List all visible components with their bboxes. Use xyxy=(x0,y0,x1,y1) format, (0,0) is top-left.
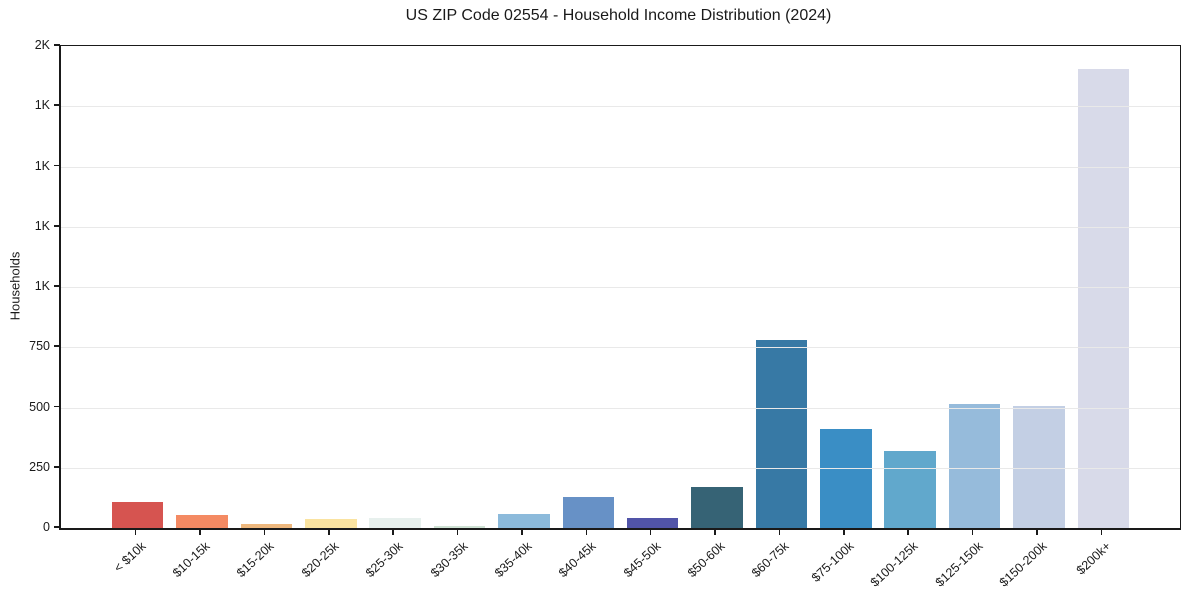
bar--15-20k xyxy=(240,524,293,528)
y-tick-mark xyxy=(54,465,60,468)
x-tick-mark xyxy=(585,529,588,535)
x-tick-mark xyxy=(971,529,974,535)
x-tick-mark xyxy=(199,529,201,535)
y-tick-label: 1K xyxy=(34,98,50,113)
x-tick-mark xyxy=(778,529,781,535)
y-tick-mark xyxy=(54,285,60,287)
x-tick-mark xyxy=(843,529,845,535)
bar--25-30k xyxy=(369,518,421,528)
y-tick-mark xyxy=(54,44,60,46)
gridline-y-250 xyxy=(61,467,1180,469)
bar--10k xyxy=(111,501,164,528)
x-tick-mark xyxy=(263,529,266,535)
x-tick-mark xyxy=(521,529,523,535)
gridline-y-1750 xyxy=(61,106,1180,108)
x-tick-label: < $10k xyxy=(110,539,149,576)
y-tick-mark xyxy=(54,526,60,528)
bar--45-50k xyxy=(626,518,679,528)
y-tick-mark xyxy=(54,224,60,227)
x-tick-mark xyxy=(1100,529,1103,535)
x-tick-mark xyxy=(327,529,330,535)
bar--150-200k xyxy=(1013,406,1065,528)
chart-title: US ZIP Code 02554 - Household Income Dis… xyxy=(405,7,832,24)
bar--10-15k xyxy=(176,515,228,528)
y-tick-label: 500 xyxy=(29,399,50,414)
x-tick-mark xyxy=(134,529,137,535)
x-tick-mark xyxy=(907,529,910,535)
bar--75-100k xyxy=(820,429,872,528)
y-tick-mark xyxy=(54,164,60,167)
bar--20-25k xyxy=(305,518,357,528)
y-tick-label: 750 xyxy=(29,339,50,354)
x-tick-mark xyxy=(649,529,652,535)
gridline-y-1000 xyxy=(61,287,1180,288)
bar--35-40k xyxy=(498,513,550,528)
bar--100-125k xyxy=(884,450,936,528)
y-tick-label: 250 xyxy=(29,459,50,474)
bar--30-35k xyxy=(433,526,486,528)
gridline-y-1250 xyxy=(61,226,1180,228)
gridline-y-500 xyxy=(61,407,1180,409)
x-tick-mark xyxy=(392,529,394,535)
gridline-y-1500 xyxy=(61,166,1180,168)
x-tick-mark xyxy=(714,529,716,535)
gridline-y-750 xyxy=(61,347,1180,349)
bar--125-150k xyxy=(948,403,1001,528)
y-tick-label: 1K xyxy=(34,218,50,233)
y-tick-mark xyxy=(54,104,60,107)
y-tick-label: 2K xyxy=(34,38,50,52)
bar--200k- xyxy=(1077,68,1130,528)
x-tick-mark xyxy=(1036,529,1038,535)
plot-area xyxy=(59,45,1181,530)
bar--40-45k xyxy=(562,497,615,528)
x-tick-mark xyxy=(456,529,459,535)
y-tick-label: 1K xyxy=(34,158,50,173)
y-tick-label: 1K xyxy=(34,279,50,293)
y-tick-mark xyxy=(54,345,60,348)
y-tick-label: 0 xyxy=(43,520,50,534)
bar--50-60k xyxy=(691,487,743,528)
y-tick-mark xyxy=(54,405,60,408)
bar--60-75k xyxy=(755,340,808,528)
